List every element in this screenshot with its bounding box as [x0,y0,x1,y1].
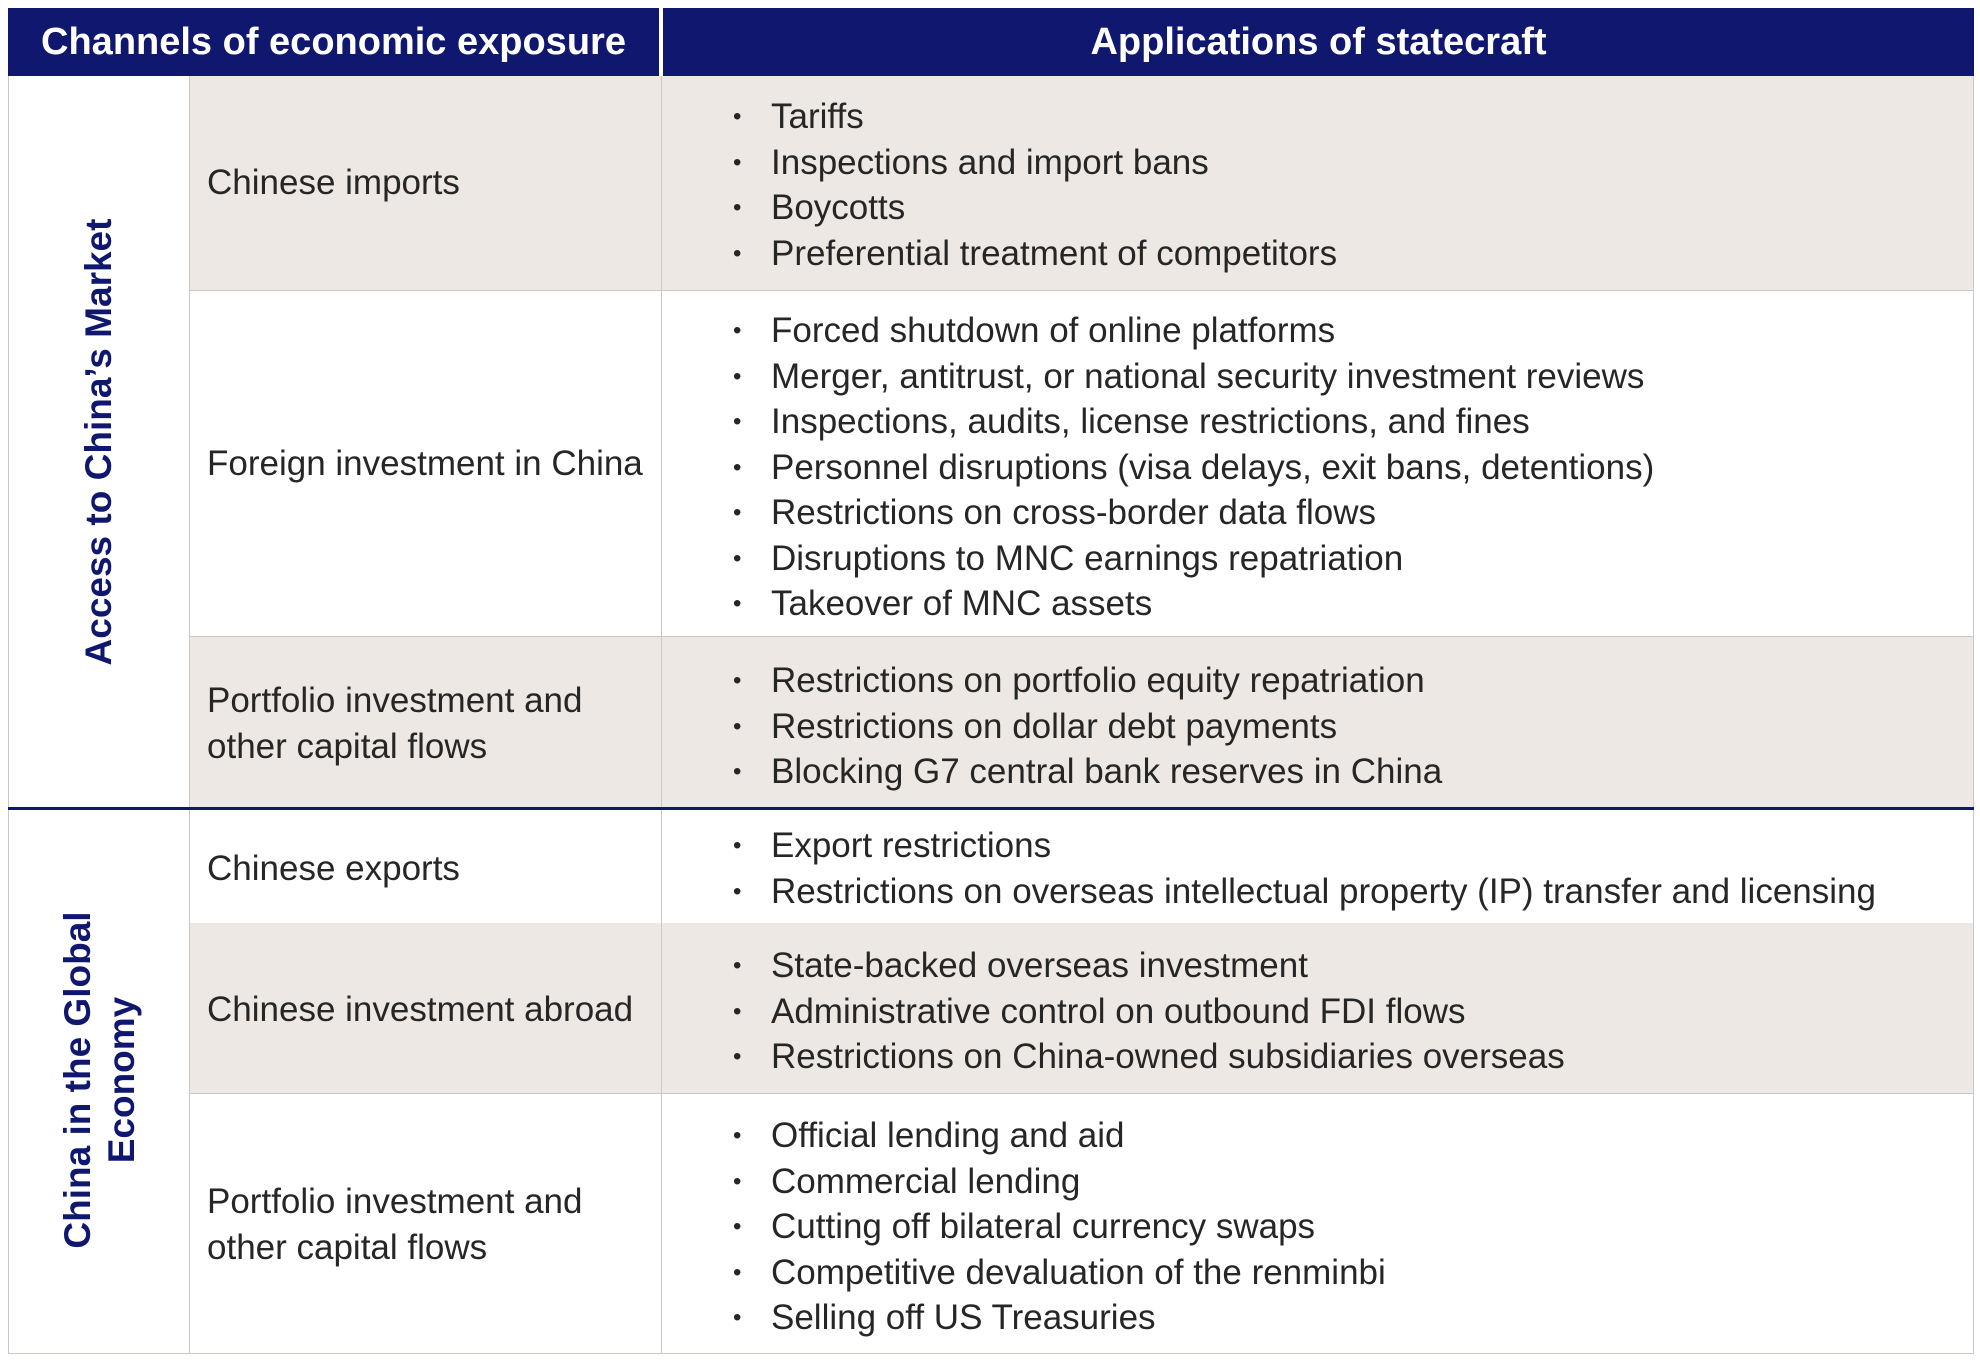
list-item: Forced shutdown of online platforms [731,308,1654,354]
channel-cell: Portfolio investment and other capital f… [207,1182,583,1267]
channel-cell: Portfolio investment and other capital f… [207,681,583,766]
list-item: Boycotts [731,185,1337,231]
list-item: Inspections, audits, license restriction… [731,399,1654,445]
channel-cell: Foreign investment in China [207,444,643,483]
list-item: Restrictions on overseas intellectual pr… [731,869,1876,915]
applications-list: Official lending and aid Commercial lend… [731,1113,1386,1341]
column-divider [661,76,662,1354]
list-item: Merger, antitrust, or national security … [731,354,1654,400]
list-item: Official lending and aid [731,1113,1386,1159]
applications-list: Forced shutdown of online platforms Merg… [731,308,1654,627]
list-item: Restrictions on portfolio equity repatri… [731,658,1442,704]
applications-list: State-backed overseas investment Adminis… [731,943,1565,1080]
list-item: Disruptions to MNC earnings repatriation [731,536,1654,582]
group-label-line: China in the Global [57,911,98,1249]
channel-cell: Chinese exports [207,849,460,888]
list-item: Competitive devaluation of the renminbi [731,1250,1386,1296]
table-row [190,291,1974,637]
applications-list: Tariffs Inspections and import bans Boyc… [731,94,1337,276]
header-channels: Channels of economic exposure [8,8,661,76]
list-item: Takeover of MNC assets [731,581,1654,627]
group-label-line: Economy [101,996,142,1164]
list-item: Administrative control on outbound FDI f… [731,989,1565,1035]
list-item: Restrictions on dollar debt payments [731,704,1442,750]
column-divider [189,76,190,1354]
group-label-global: China in the Global Economy [56,870,144,1290]
list-item: Restrictions on cross-border data flows [731,490,1654,536]
group-label-market: Access to China’s Market [78,218,119,666]
applications-list: Export restrictions Restrictions on over… [731,823,1876,914]
list-item: Export restrictions [731,823,1876,869]
applications-list: Restrictions on portfolio equity repatri… [731,658,1442,795]
list-item: Personnel disruptions (visa delays, exit… [731,445,1654,491]
list-item: Selling off US Treasuries [731,1295,1386,1341]
list-item: Preferential treatment of competitors [731,231,1337,277]
group-divider [8,807,1974,810]
list-item: Cutting off bilateral currency swaps [731,1204,1386,1250]
list-item: Tariffs [731,94,1337,140]
channel-cell: Chinese investment abroad [207,990,634,1029]
channel-cell: Chinese imports [207,163,460,202]
list-item: Commercial lending [731,1159,1386,1205]
table-border [8,76,1974,1354]
list-item: State-backed overseas investment [731,943,1565,989]
list-item: Blocking G7 central bank reserves in Chi… [731,749,1442,795]
list-item: Inspections and import bans [731,140,1337,186]
header-applications: Applications of statecraft [663,8,1974,76]
list-item: Restrictions on China-owned subsidiaries… [731,1034,1565,1080]
